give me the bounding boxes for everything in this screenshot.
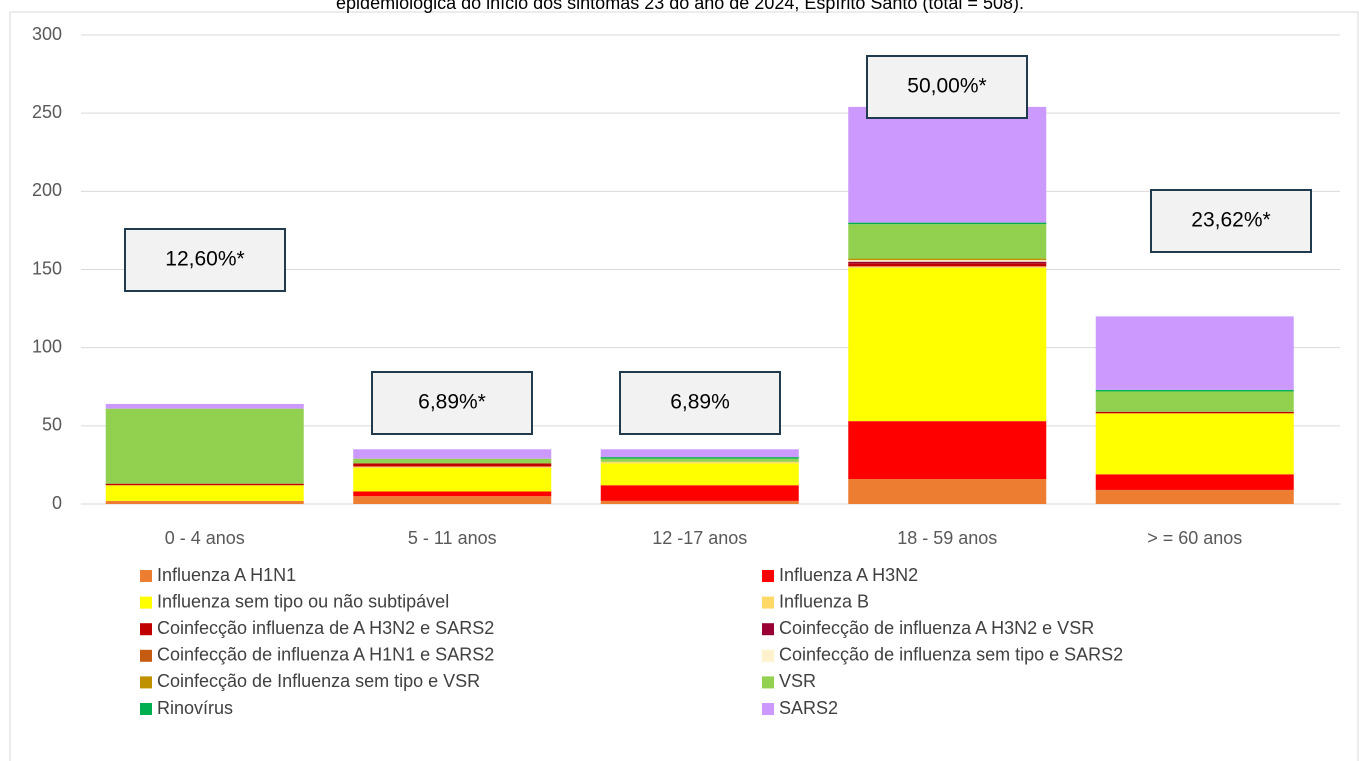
bar-segment: [848, 224, 1047, 259]
bar-segment: [1095, 413, 1294, 475]
x-tick-label: 5 - 11 anos: [408, 528, 497, 548]
y-tick-label: 0: [52, 493, 62, 513]
bar-segment: [600, 463, 799, 486]
legend-marker: [140, 649, 152, 662]
y-tick-label: 300: [32, 24, 62, 44]
bar-segment: [105, 408, 304, 484]
legend-marker: [140, 596, 152, 609]
legend-label: Coinfecção de influenza A H1N1 e SARS2: [157, 645, 494, 665]
annotation-box: [1150, 189, 1312, 253]
bar-segment: [105, 403, 304, 409]
bar-segment: [848, 421, 1047, 479]
bar-segment: [1095, 391, 1294, 412]
legend-marker: [762, 649, 774, 662]
legend-label: Coinfecção de influenza sem tipo e SARS2: [779, 645, 1123, 665]
legend-marker: [762, 676, 774, 689]
legend-label: Influenza sem tipo ou não subtipável: [157, 591, 449, 611]
legend-label: Influenza A H3N2: [779, 565, 918, 585]
bar-segment: [353, 496, 552, 504]
bar-segment: [353, 449, 552, 459]
y-tick-label: 50: [42, 415, 62, 435]
legend-label: VSR: [779, 671, 816, 691]
bar-segment: [600, 457, 799, 459]
legend-marker: [762, 623, 774, 636]
legend-marker: [762, 570, 774, 582]
bar-segment: [353, 463, 552, 467]
bar-segment: [848, 222, 1047, 225]
bar-segment: [848, 106, 1047, 223]
bar-segment: [353, 458, 552, 464]
legend-label: SARS2: [779, 698, 838, 718]
bar-segment: [848, 263, 1047, 267]
annotation-box: [124, 228, 286, 292]
annotation: 23,62%*: [1191, 209, 1270, 232]
bar-segment: [105, 500, 304, 504]
legend-label: Coinfecção de influenza A H3N2 e VSR: [779, 618, 1094, 638]
legend-marker: [140, 570, 152, 582]
bar-segment: [600, 500, 799, 504]
y-tick-label: 150: [32, 258, 62, 278]
bar-segment: [600, 485, 799, 501]
bar-segment: [848, 261, 1047, 264]
y-tick-label: 100: [32, 336, 62, 356]
annotation: 12,60%*: [165, 248, 244, 271]
annotation-box: [619, 371, 781, 435]
legend-marker: [762, 703, 774, 715]
bar-segment: [1095, 316, 1294, 390]
legend-marker: [140, 703, 152, 715]
chart-title: epidemiológica do início dos sintomas 23…: [336, 0, 1024, 13]
bar-segment: [848, 258, 1047, 261]
legend-label: Coinfecção influenza de A H3N2 e SARS2: [157, 618, 494, 638]
x-tick-label: 0 - 4 anos: [165, 528, 245, 548]
bar-segment: [1095, 389, 1294, 392]
bar-segment: [1095, 489, 1294, 504]
bar-segment: [1095, 474, 1294, 490]
legend-label: Influenza B: [779, 591, 869, 611]
bar-segment: [848, 260, 1047, 262]
legend-label: Coinfecção de Influenza sem tipo e VSR: [157, 671, 480, 691]
bar-segment: [848, 267, 1047, 422]
bar-segment: [353, 466, 552, 469]
bar-segment: [1095, 411, 1294, 414]
y-tick-label: 200: [32, 180, 62, 200]
bar-segment: [105, 483, 304, 486]
legend-marker: [140, 623, 152, 636]
x-tick-label: 12 -17 anos: [652, 528, 747, 548]
bar-segment: [848, 266, 1047, 268]
legend-label: Influenza A H1N1: [157, 565, 296, 585]
bar-segment: [600, 461, 799, 464]
legend-label: Rinovírus: [157, 698, 233, 718]
annotation-box: [866, 55, 1028, 119]
bar-segment: [600, 449, 799, 458]
bar-segment: [353, 468, 552, 492]
annotation: 6,89%: [670, 391, 730, 414]
x-tick-label: > = 60 anos: [1147, 528, 1242, 548]
chart-border: [9, 11, 1359, 761]
annotation-box: [371, 371, 533, 435]
annotation: 6,89%*: [418, 391, 486, 414]
y-tick-label: 250: [32, 102, 62, 122]
bar-segment: [105, 485, 304, 501]
x-tick-label: 18 - 59 anos: [897, 528, 997, 548]
bar-segment: [848, 478, 1047, 504]
bar-segment: [353, 491, 552, 497]
annotation: 50,00%*: [907, 75, 986, 98]
bar-segment: [600, 458, 799, 462]
legend-marker: [140, 676, 152, 689]
legend-marker: [762, 596, 774, 609]
